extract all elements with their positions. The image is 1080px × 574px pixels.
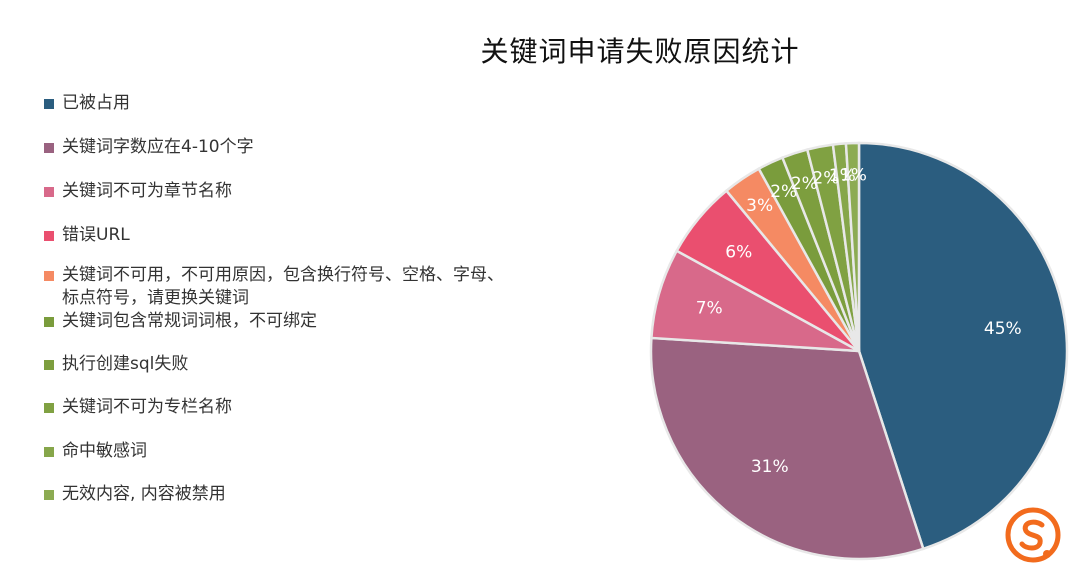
legend-swatch: [44, 99, 54, 109]
legend-swatch: [44, 360, 54, 370]
legend-swatch: [44, 143, 54, 153]
legend-label: 关键词不可为章节名称: [62, 181, 232, 201]
pie-slice: [857, 141, 1069, 551]
legend-label: 错误URL: [62, 225, 130, 245]
legend-item: 执行创建sql失败: [44, 353, 562, 376]
pie-slice: [844, 141, 861, 352]
legend-item: 关键词字数应在4-10个字: [44, 136, 562, 159]
legend-item: 无效内容, 内容被禁用: [44, 483, 562, 506]
legend-item: 关键词包含常规词词根，不可绑定: [44, 310, 562, 333]
slice-value-label: 7%: [696, 298, 723, 318]
legend-label: 关键词不可为专栏名称: [62, 397, 232, 417]
legend-swatch: [44, 317, 54, 327]
legend-item: 已被占用: [44, 92, 562, 115]
slice-value-label: 1%: [829, 166, 856, 186]
legend-swatch: [44, 447, 54, 457]
slice-value-label: 6%: [725, 243, 752, 263]
legend-item: 关键词不可为章节名称: [44, 180, 562, 203]
legend-swatch: [44, 403, 54, 413]
legend-label: 执行创建sql失败: [62, 354, 189, 374]
legend-item: 关键词不可为专栏名称: [44, 396, 562, 419]
legend-swatch: [44, 187, 54, 197]
pie-slice: [649, 336, 925, 561]
legend-label: 无效内容, 内容被禁用: [62, 484, 226, 504]
slice-value-label: 1%: [840, 165, 867, 185]
legend-swatch: [44, 490, 54, 500]
legend-swatch: [44, 271, 54, 281]
legend-item: 关键词不可用，不可用原因，包含换行符号、空格、字母、 标点符号，请更换关键词: [44, 264, 562, 310]
chart-title: 关键词申请失败原因统计: [480, 35, 800, 68]
legend-label: 已被占用: [62, 93, 130, 113]
legend-item: 命中敏感词: [44, 440, 562, 463]
legend-label: 命中敏感词: [62, 441, 147, 461]
slice-value-label: 2%: [770, 182, 797, 202]
legend-label: 关键词不可用，不可用原因，包含换行符号、空格、字母、 标点符号，请更换关键词: [62, 265, 504, 308]
legend-label: 关键词包含常规词词根，不可绑定: [62, 311, 317, 331]
slice-value-label: 2%: [812, 168, 839, 188]
legend-label: 关键词字数应在4-10个字: [62, 137, 254, 157]
legend-item: 错误URL: [44, 224, 562, 247]
legend-swatch: [44, 231, 54, 241]
slice-value-label: 45%: [984, 319, 1022, 339]
slice-value-label: 31%: [751, 457, 789, 477]
slice-value-label: 2%: [791, 174, 818, 194]
slice-value-label: 3%: [746, 196, 773, 216]
brand-s-logo-icon: [1005, 507, 1061, 563]
